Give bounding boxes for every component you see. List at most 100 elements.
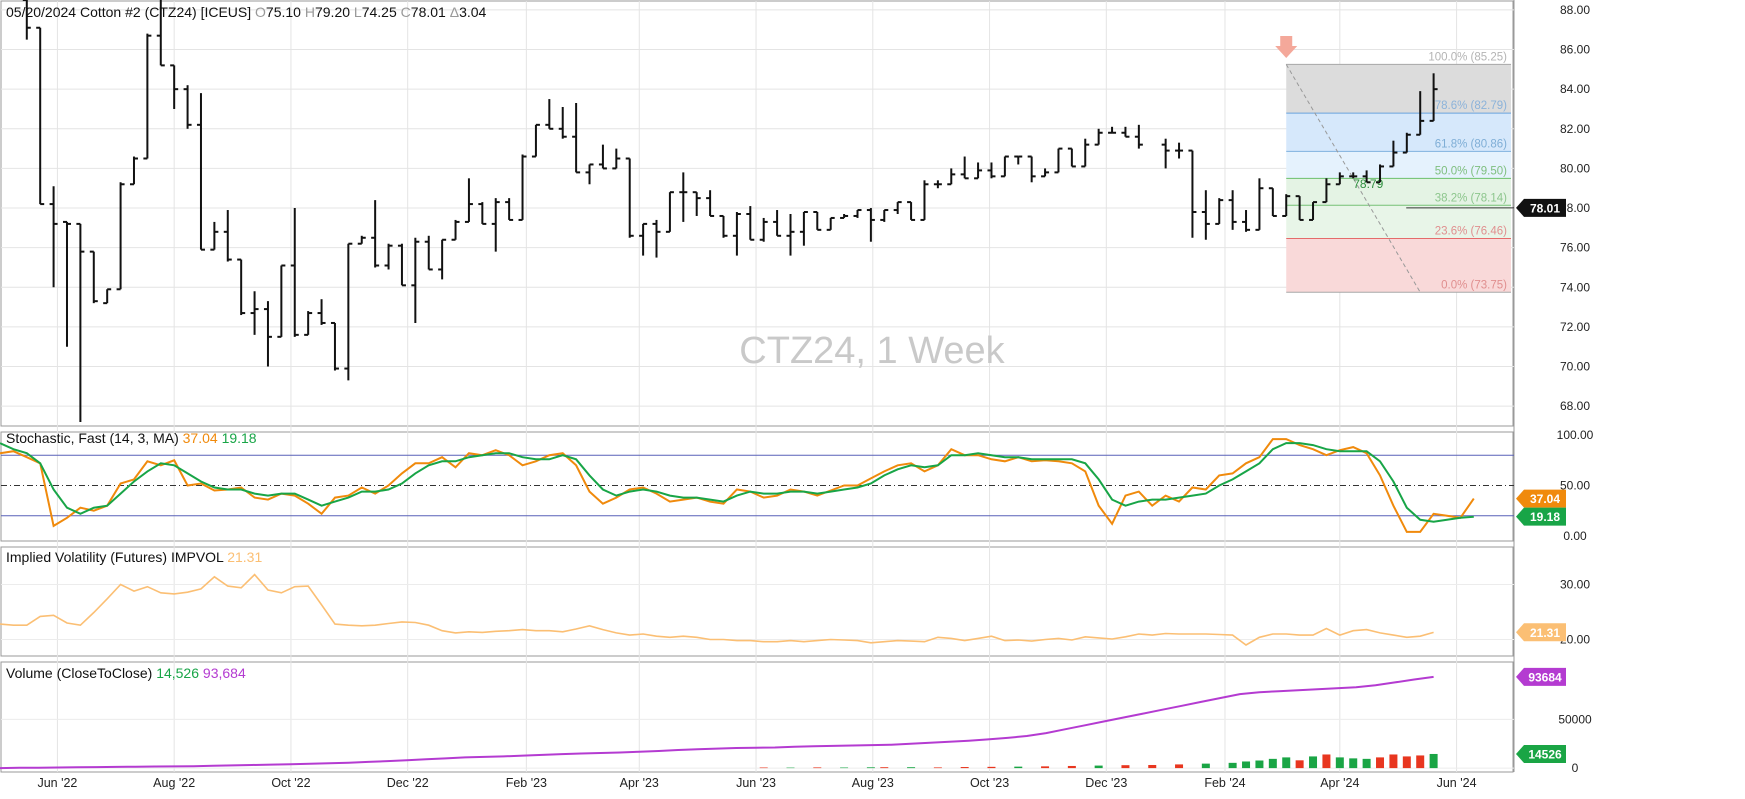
header-open-label: O <box>255 4 266 20</box>
volume-bar <box>960 767 969 769</box>
header-close-value: 78.01 <box>411 4 446 20</box>
ohlc-bar <box>1014 155 1023 165</box>
price-tick-label: 78.00 <box>1560 201 1590 215</box>
ohlc-bar <box>652 219 661 258</box>
ohlc-bar <box>411 237 420 323</box>
ohlc-bar <box>732 212 741 256</box>
x-tick-label: Jun '22 <box>37 776 77 790</box>
ohlc-bar <box>397 243 406 287</box>
ohlc-bar <box>933 180 942 189</box>
volume-value-1: 14,526 <box>156 665 199 681</box>
x-tick-label: Dec '22 <box>387 776 429 790</box>
ohlc-bar <box>156 0 165 67</box>
stochastic-k-badge: 37.04 <box>1516 489 1566 508</box>
ohlc-bar <box>759 217 768 242</box>
ohlc-bar <box>746 206 755 241</box>
panel-frame <box>0 0 1514 427</box>
ohlc-bar <box>1094 128 1103 146</box>
fib-band <box>1286 151 1511 179</box>
volume-bar <box>1067 765 1076 769</box>
ohlc-bar <box>799 211 808 246</box>
ohlc-bar <box>49 186 58 288</box>
fib-band <box>1286 238 1511 293</box>
ohlc-bar <box>438 238 447 280</box>
panel-frame <box>0 431 1514 542</box>
ohlc-bar <box>424 235 433 271</box>
volume-subtitle: (CloseToClose) <box>57 665 153 681</box>
price-tick-label: 88.00 <box>1560 3 1590 17</box>
stochastic-d-value: 19.18 <box>222 430 257 446</box>
volume-bar <box>1429 753 1438 769</box>
volume-bar <box>1416 755 1425 769</box>
ohlc-bar <box>893 201 902 214</box>
ohlc-bar <box>598 144 607 170</box>
header-line: 05/20/2024 Cotton #2 (CTZ24) [ICEUS] O75… <box>6 4 487 20</box>
ohlc-bar <box>223 210 232 262</box>
ohlc-bar <box>679 172 688 222</box>
ohlc-bar <box>1188 149 1197 238</box>
ohlc-bar <box>1201 190 1210 240</box>
watermark: CTZ24, 1 Week <box>739 330 1005 372</box>
x-tick-label: Feb '24 <box>1204 776 1245 790</box>
ohlc-bar <box>464 178 473 223</box>
x-tick-label: Apr '23 <box>620 776 659 790</box>
ohlc-bar <box>1362 170 1371 184</box>
volume-bar <box>1268 758 1277 769</box>
fib-level-label: 50.0% (79.50) <box>1435 165 1507 177</box>
price-tick-label: 72.00 <box>1560 320 1590 334</box>
ohlc-bar <box>1282 194 1291 217</box>
ohlc-bar <box>625 157 634 238</box>
header-high-value: 79.20 <box>315 4 350 20</box>
ohlc-bar <box>1242 210 1251 232</box>
fib-band <box>1286 64 1511 114</box>
iv-badge: 21.31 <box>1516 623 1566 642</box>
ohlc-bar <box>1161 138 1170 169</box>
ohlc-bar <box>1108 126 1117 134</box>
header-low-label: L <box>354 4 362 20</box>
stochastic-label: Stochastic, Fast <box>6 430 106 446</box>
ohlc-bar <box>773 210 782 237</box>
ohlc-bar <box>491 198 500 252</box>
volume-tick-label: 0 <box>1572 761 1579 775</box>
volume-bar <box>1402 756 1411 769</box>
ohlc-bar <box>1309 201 1318 221</box>
ohlc-bar <box>1215 198 1224 225</box>
ohlc-bar <box>531 123 540 158</box>
volume-bar <box>987 766 996 769</box>
volume-bar <box>1376 757 1385 769</box>
ohlc-bar <box>1134 124 1143 149</box>
volume-badge: 14526 <box>1516 744 1566 763</box>
ohlc-bar <box>974 162 983 180</box>
volume-bar <box>907 767 916 769</box>
grid-lines <box>1 1 1514 772</box>
ohlc-bar <box>987 162 996 179</box>
ohlc-bar <box>907 201 916 221</box>
ohlc-bar <box>692 191 701 216</box>
volume-bar <box>1349 758 1358 769</box>
header-low-value: 74.25 <box>362 4 397 20</box>
iv-legend: Implied Volatility (Futures) IMPVOL 21.3… <box>6 549 262 565</box>
ohlc-bar <box>880 209 889 222</box>
volume-bar <box>1389 754 1398 769</box>
svg-text:14526: 14526 <box>1528 747 1562 761</box>
y-axis-labels: 68.00 70.00 72.00 74.00 76.00 78.00 80.00 82.00… <box>1516 3 1594 775</box>
volume-oi-badge: 93684 <box>1516 667 1566 686</box>
ohlc-bar <box>384 243 393 270</box>
fibonacci-retracement[interactable]: 100.0% (85.25) 78.6% (82.79) 61.8% (80.86)… <box>1275 36 1511 293</box>
ohlc-bar <box>1041 168 1050 178</box>
volume-value-2: 93,684 <box>203 665 246 681</box>
volume-bar <box>1282 757 1291 769</box>
ohlc-bar <box>143 33 152 160</box>
stochastic-tick-label: 100.00 <box>1557 428 1594 442</box>
ohlc-bar <box>840 213 849 219</box>
volume-bar <box>866 767 875 769</box>
ohlc-bar <box>1376 164 1385 184</box>
fib-trend-line <box>1285 64 1421 293</box>
panel-frame <box>0 661 1514 773</box>
price-tick-label: 86.00 <box>1560 43 1590 57</box>
x-tick-label: Jun '23 <box>736 776 776 790</box>
svg-text:78.01: 78.01 <box>1530 201 1560 215</box>
ohlc-bar <box>250 291 259 335</box>
x-tick-label: Aug '22 <box>153 776 195 790</box>
ohlc-bar <box>210 221 219 251</box>
